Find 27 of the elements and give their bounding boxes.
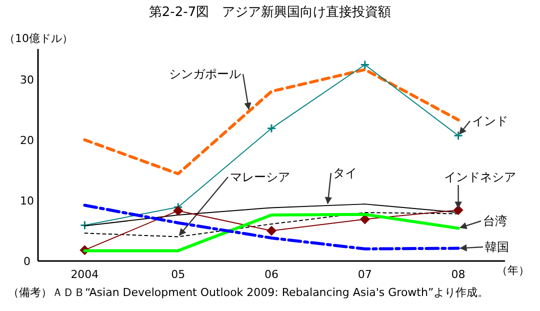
point: [266, 124, 276, 134]
x-axis-title: （年）: [496, 264, 530, 277]
text: インドネシア: [444, 170, 516, 184]
point: [453, 205, 464, 216]
x-tick-label: 08: [451, 268, 466, 281]
x-tick-label: 2004: [70, 268, 99, 281]
point: [80, 220, 90, 230]
text: マレーシア: [230, 170, 290, 184]
x-tick-label: 07: [358, 268, 372, 281]
text: タイ: [333, 166, 357, 180]
text: 台湾: [483, 214, 507, 228]
y-tick-label: 20: [20, 134, 34, 147]
text: （備考）ＡＤＢ“Asian Development Outlook 2009: Rebalancing Asia's Growth”より作成。: [8, 286, 489, 299]
y-tick-label: 0: [24, 255, 30, 268]
point: [173, 206, 184, 216]
point: [454, 130, 464, 140]
y-tick-label: 30: [20, 73, 34, 86]
series-label: インド: [472, 114, 508, 128]
chart-title: 第2-2-7図 アジア新興国向け直接投資額: [148, 5, 392, 20]
x-tick-label: 05: [171, 268, 186, 281]
x-tick-label: 06: [264, 268, 278, 281]
point: [360, 60, 370, 70]
y-tick-label: 10: [20, 194, 34, 208]
point: [266, 226, 276, 236]
y-axis-title: （10億ドル）: [4, 32, 73, 45]
text: 韓国: [485, 240, 509, 254]
text: シンガポール: [169, 67, 241, 81]
